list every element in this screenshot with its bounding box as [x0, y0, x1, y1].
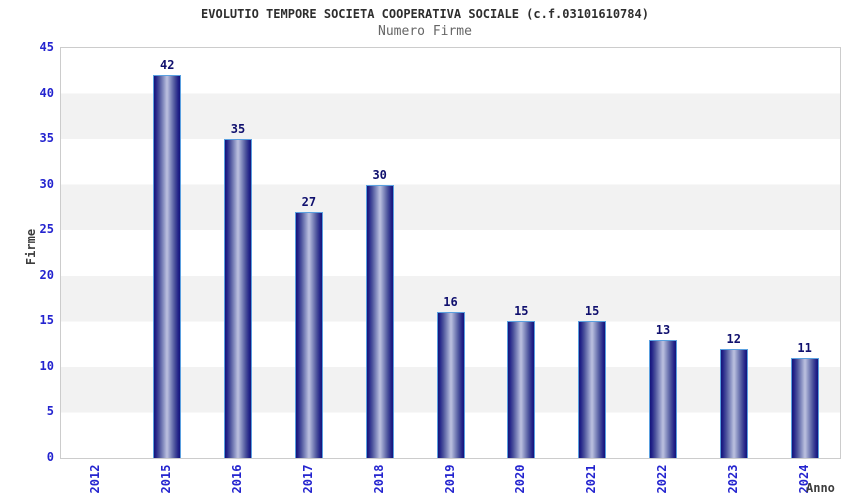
x-tick-label: 2017 — [300, 464, 315, 494]
bar-2021 — [578, 321, 607, 458]
x-tick-label: 2019 — [442, 464, 457, 494]
x-axis-title: Anno — [806, 481, 835, 495]
x-tick-label: 2015 — [159, 464, 174, 494]
bar-2015 — [153, 75, 182, 458]
bar-2019 — [436, 312, 465, 458]
y-tick-label: 45 — [39, 40, 54, 54]
bar-value-label: 16 — [443, 295, 458, 310]
y-tick-label: 10 — [39, 358, 54, 373]
y-tick-label: 20 — [39, 267, 54, 282]
bar-2023 — [719, 348, 748, 458]
bar-2017 — [294, 212, 323, 458]
x-tick-label: 2023 — [725, 464, 740, 494]
bar-value-label: 27 — [301, 195, 317, 209]
y-tick-label: 30 — [39, 176, 54, 191]
bar-value-label: 13 — [655, 322, 671, 337]
y-tick-label: 15 — [39, 313, 54, 328]
bar-value-label: 30 — [372, 167, 387, 182]
x-tick-label: 2020 — [513, 464, 528, 494]
x-tick-label: 2016 — [230, 464, 245, 494]
bar-value-label: 15 — [514, 304, 529, 319]
bar-2024 — [790, 357, 819, 458]
y-tick-label: 40 — [39, 85, 54, 100]
bar-value-label: 12 — [726, 331, 741, 346]
bar-2016 — [224, 139, 253, 458]
x-tick-label: 2021 — [584, 464, 599, 494]
bar-value-label: 11 — [797, 340, 812, 355]
plot-area: 42 35 27 30 16 15 15 13 12 11 — [60, 47, 841, 459]
chart-title: EVOLUTIO TEMPORE SOCIETA COOPERATIVA SOC… — [201, 7, 649, 21]
chart-subtitle: Numero Firme — [378, 24, 472, 39]
bar-2022 — [648, 339, 677, 458]
bar-2018 — [365, 184, 394, 458]
bar-value-label: 15 — [584, 304, 600, 319]
bar-2020 — [507, 321, 536, 458]
x-tick-label: 2012 — [88, 464, 103, 494]
y-tick-label: 5 — [46, 404, 54, 419]
x-tick-label: 2018 — [371, 464, 386, 494]
bar-value-label: 35 — [230, 122, 246, 137]
bar-value-label: 42 — [159, 58, 175, 73]
y-tick-label: 0 — [46, 450, 54, 464]
y-tick-label: 35 — [39, 131, 54, 146]
y-tick-label: 25 — [39, 222, 54, 237]
x-tick-label: 2022 — [654, 464, 669, 494]
